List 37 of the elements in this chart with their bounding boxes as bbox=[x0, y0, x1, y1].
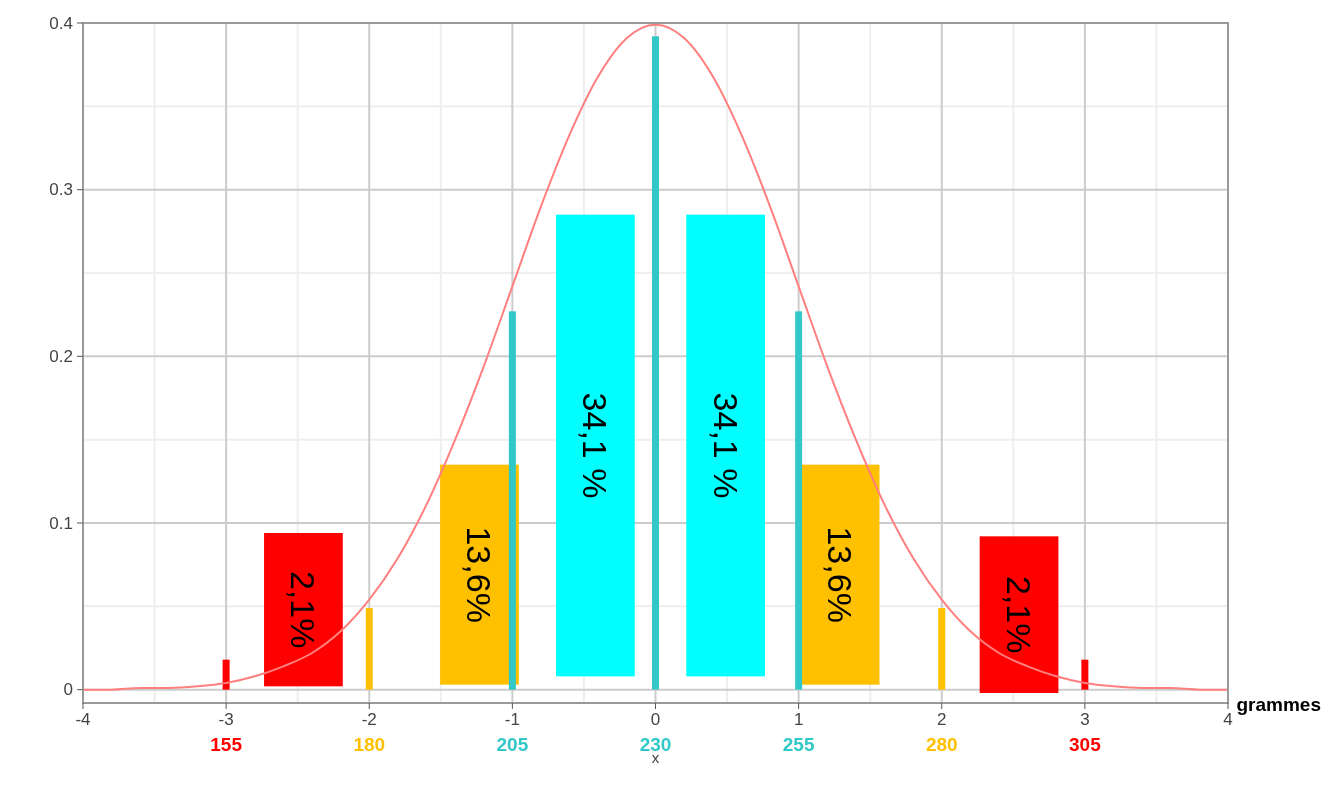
x2-axis-title: grammes bbox=[1236, 694, 1321, 715]
annotation: 2,1% bbox=[284, 570, 323, 649]
x-tick-label: 0 bbox=[650, 710, 661, 729]
x-tick-label: 1 bbox=[793, 710, 804, 729]
x2-tick-label: 230 bbox=[639, 734, 672, 755]
bar bbox=[686, 214, 765, 677]
x-tick-label: -4 bbox=[75, 710, 91, 729]
bar bbox=[652, 36, 659, 690]
x-tick-label: 2 bbox=[937, 710, 947, 729]
y-tick-label: 0.1 bbox=[49, 513, 73, 533]
annotation: 13,6% bbox=[460, 526, 499, 623]
bar bbox=[979, 536, 1059, 693]
x-tick-label: 4 bbox=[1223, 710, 1233, 729]
bar bbox=[264, 533, 343, 687]
x2-tick-label: 255 bbox=[782, 734, 815, 755]
annotation: 34,1 % bbox=[706, 392, 745, 499]
bar bbox=[508, 311, 516, 690]
x-tick-label: -3 bbox=[218, 710, 234, 729]
x2-tick-label: 305 bbox=[1069, 734, 1102, 755]
x-tick-label: -1 bbox=[504, 710, 520, 729]
annotation: 13,6% bbox=[821, 526, 860, 623]
x-tick-label: 3 bbox=[1080, 710, 1090, 729]
x2-tick-label: 155 bbox=[210, 734, 243, 755]
x-tick-label: -2 bbox=[361, 710, 377, 729]
y-tick-label: 0.3 bbox=[49, 180, 73, 200]
line-series bbox=[82, 23, 1229, 691]
y-tick-label: 0 bbox=[63, 680, 73, 700]
x2-tick-label: 205 bbox=[496, 734, 529, 755]
x2-tick-label: 180 bbox=[353, 734, 386, 755]
bar bbox=[556, 214, 635, 677]
y-tick-label: 0.4 bbox=[49, 13, 73, 33]
bar bbox=[800, 464, 880, 685]
x2-tick-label: 280 bbox=[925, 734, 958, 755]
annotation: 2,1% bbox=[1000, 575, 1039, 654]
bar bbox=[795, 311, 803, 690]
annotation: 34,1 % bbox=[576, 392, 615, 499]
y-tick-label: 0.2 bbox=[49, 346, 73, 366]
